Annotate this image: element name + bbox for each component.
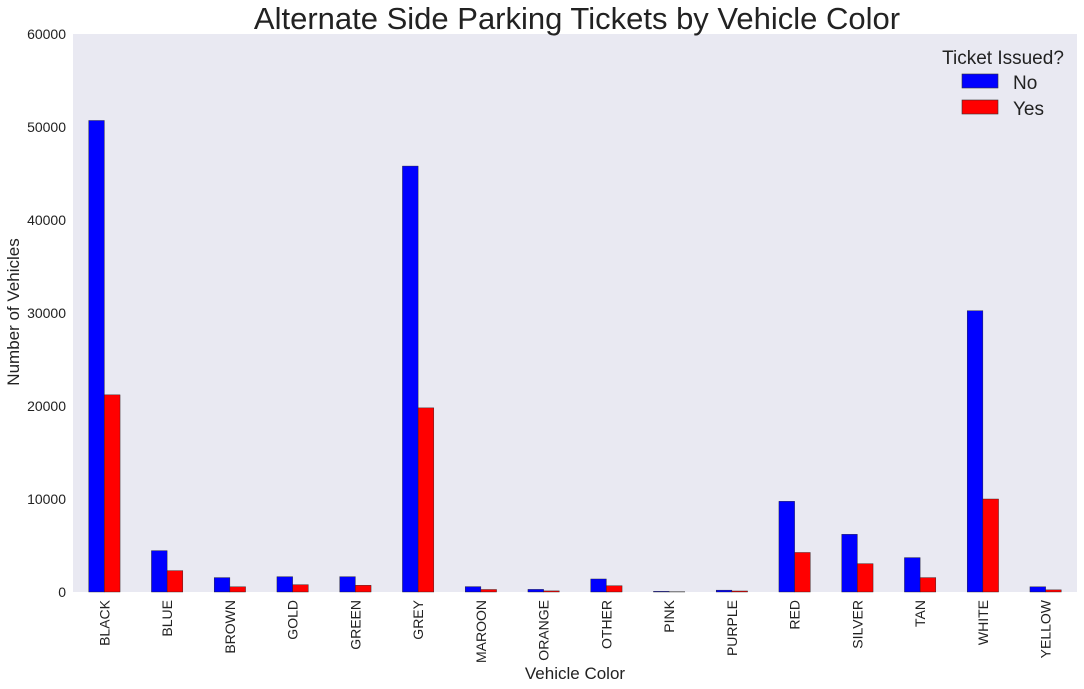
x-axis-title: Vehicle Color (525, 664, 626, 683)
x-tick-label: YELLOW (1038, 599, 1054, 658)
bar-pink-no (653, 591, 670, 593)
x-tick-label: TAN (912, 600, 928, 627)
bar-orange-yes (543, 590, 560, 593)
legend-title: Ticket Issued? (942, 48, 1064, 69)
legend-swatch-no (961, 73, 999, 89)
y-tick-label: 60000 (27, 26, 66, 42)
bar-brown-no (213, 577, 231, 593)
x-tick-label: BLUE (159, 600, 175, 637)
x-tick-label: GOLD (285, 600, 301, 640)
x-tick-label: MAROON (473, 600, 489, 663)
y-tick-label: 0 (58, 584, 66, 600)
bar-purple-no (715, 589, 733, 593)
bar-maroon-no (464, 586, 482, 593)
x-axis-ticks: BLACK BLUE BROWN GOLD GREEN GREY MAROON ORANGE O… (96, 599, 1053, 663)
bar-maroon-yes (480, 589, 497, 593)
bar-silver-yes (857, 563, 874, 593)
bar-other-yes (606, 585, 623, 593)
x-tick-label: SILVER (849, 600, 865, 649)
bar-black-yes (104, 394, 121, 593)
bar-blue-yes (166, 570, 184, 593)
legend-swatch-yes (961, 99, 999, 115)
x-tick-label: GREY (410, 599, 426, 639)
bar-gold-no (276, 576, 293, 593)
x-tick-label: OTHER (598, 600, 614, 649)
x-tick-label: PURPLE (724, 600, 740, 656)
plot-area (73, 34, 1077, 592)
bar-grey-yes (417, 407, 435, 593)
x-tick-label: GREEN (347, 600, 363, 650)
bar-silver-no (841, 534, 858, 593)
bar-blue-no (151, 550, 168, 593)
x-tick-label: WHITE (975, 600, 991, 645)
legend-label-no: No (1013, 73, 1037, 94)
y-axis-ticks: 0 10000 20000 30000 40000 50000 60000 (27, 26, 66, 600)
bar-tan-no (904, 557, 921, 593)
y-tick-label: 40000 (27, 212, 66, 228)
bar-white-yes (982, 498, 999, 593)
bar-yellow-yes (1045, 589, 1062, 593)
x-tick-label: ORANGE (536, 600, 552, 661)
bar-brown-yes (229, 586, 246, 593)
bar-red-no (778, 501, 795, 593)
y-tick-label: 30000 (27, 305, 66, 321)
x-tick-label: RED (787, 600, 803, 630)
bar-red-yes (794, 552, 811, 593)
y-tick-label: 10000 (27, 491, 66, 507)
bars-group (88, 120, 1062, 593)
bar-white-no (966, 310, 984, 593)
y-tick-label: 50000 (27, 119, 66, 135)
bar-black-no (88, 120, 105, 593)
legend-label-yes: Yes (1013, 99, 1044, 120)
bar-yellow-no (1029, 586, 1046, 593)
chart-title: Alternate Side Parking Tickets by Vehicl… (254, 1, 900, 36)
y-tick-label: 20000 (27, 398, 66, 414)
bar-gold-yes (292, 584, 309, 593)
x-tick-label: BROWN (222, 600, 238, 654)
bar-other-no (590, 578, 607, 593)
bar-grey-no (402, 165, 419, 593)
x-tick-label: PINK (661, 599, 677, 632)
bar-tan-yes (919, 577, 937, 593)
bar-green-yes (355, 585, 372, 593)
legend: Ticket Issued? No Yes (942, 48, 1064, 120)
y-axis-title: Number of Vehicles (4, 238, 23, 385)
x-tick-label: BLACK (96, 599, 112, 646)
bar-orange-no (527, 589, 544, 593)
bar-green-no (339, 576, 356, 593)
bar-purple-yes (731, 590, 748, 593)
